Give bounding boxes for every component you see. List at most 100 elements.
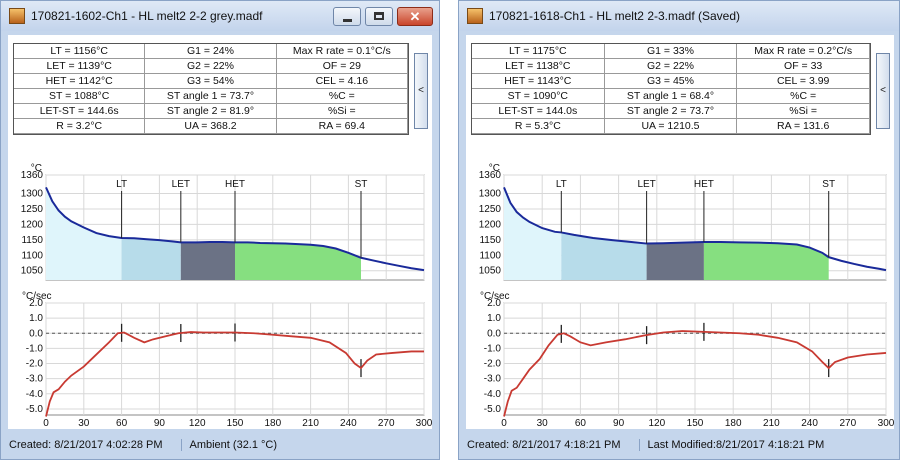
collapse-panel-button[interactable]: <	[876, 53, 890, 129]
status-bar: Created: 8/21/2017 4:18:21 PM Last Modifi…	[467, 439, 842, 451]
param-r: R = 5.3°C	[472, 119, 605, 134]
time-tick-label: 150	[687, 418, 704, 429]
time-tick-label: 30	[537, 418, 549, 429]
param-pct-c: %C =	[737, 89, 870, 104]
temp-tick-label: 1150	[21, 235, 43, 246]
collapse-panel-button[interactable]: <	[414, 53, 428, 129]
param-g1: G1 = 33%	[604, 44, 738, 59]
maximize-icon	[374, 12, 384, 20]
rate-tick-label: 0.0	[29, 328, 43, 339]
title-bar[interactable]: 170821-1618-Ch1 - HL melt2 2-3.madf (Sav…	[459, 1, 899, 31]
temp-tick-label: 1300	[21, 189, 44, 200]
created-timestamp: Created: 8/21/2017 4:18:21 PM	[467, 438, 621, 451]
temp-axis-unit: °C	[31, 163, 42, 174]
param-lt: LT = 1175°C	[472, 44, 605, 59]
status-bar: Created: 8/21/2017 4:02:28 PM Ambient (32…	[9, 439, 295, 451]
title-bar[interactable]: 170821-1602-Ch1 - HL melt2 2-2 grey.madf…	[1, 1, 439, 31]
time-tick-label: 90	[154, 418, 166, 429]
rate-tick-label: -5.0	[484, 404, 502, 415]
param-r: R = 3.2°C	[14, 119, 146, 134]
marker-label-let: LET	[637, 179, 655, 190]
param-lt: LT = 1156°C	[14, 44, 146, 59]
temp-tick-label: 1150	[479, 235, 501, 246]
rate-tick-label: 0.0	[487, 328, 501, 339]
g2-region	[180, 242, 235, 280]
time-tick-label: 180	[264, 418, 281, 429]
rate-axis-unit: °C/sec	[22, 291, 52, 302]
param-ua: UA = 368.2	[145, 119, 277, 134]
cooling-curve-charts: 0 30 60 90 120 150 180 210 240 270 300 1360 1300 1250…	[479, 163, 894, 429]
param-ra: RA = 69.4	[276, 119, 408, 134]
temp-tick-label: 1360	[479, 170, 502, 181]
parameters-table: LT = 1156°C G1 = 24% Max R rate = 0.1°C/…	[13, 43, 409, 135]
param-cel: CEL = 4.16	[276, 74, 408, 89]
analysis-window-2: 170821-1618-Ch1 - HL melt2 2-3.madf (Sav…	[458, 0, 900, 460]
param-st: ST = 1088°C	[14, 89, 146, 104]
rate-tick-label: 1.0	[29, 313, 43, 324]
time-tick-label: 0	[43, 418, 49, 429]
rate-tick-label: 2.0	[29, 298, 43, 309]
temp-tick-label: 1100	[21, 250, 43, 261]
param-let-st: LET-ST = 144.6s	[14, 104, 146, 119]
param-of: OF = 33	[737, 59, 870, 74]
temp-tick-label: 1050	[21, 266, 44, 277]
g3-region	[235, 242, 361, 280]
time-tick-label: 270	[839, 418, 856, 429]
time-tick-label: 300	[416, 418, 432, 429]
cooling-rate-curve	[503, 330, 887, 417]
param-st-angle-2: ST angle 2 = 73.7°	[604, 104, 738, 119]
param-pct-si: %Si =	[276, 104, 408, 119]
param-st-angle-1: ST angle 1 = 73.7°	[145, 89, 277, 104]
client-area: LT = 1156°C G1 = 24% Max R rate = 0.1°C/…	[8, 35, 432, 429]
app-icon	[9, 8, 25, 24]
time-tick-label: 240	[340, 418, 357, 429]
temp-tick-label: 1250	[21, 204, 44, 215]
marker-label-het: HET	[225, 179, 245, 190]
time-tick-label: 30	[78, 418, 90, 429]
liquid-region	[46, 187, 122, 280]
time-tick-label: 60	[116, 418, 128, 429]
time-tick-label: 180	[725, 418, 742, 429]
temp-axis-unit: °C	[489, 163, 500, 174]
cooling-curve-charts: 0 30 60 90 120 150 180 210 240 270 300 1360 1300 1250…	[21, 163, 432, 429]
time-tick-label: 120	[648, 418, 665, 429]
param-let-st: LET-ST = 144.0s	[472, 104, 605, 119]
minimize-button[interactable]	[333, 7, 361, 26]
rate-tick-label: -2.0	[26, 359, 44, 370]
time-tick-label: 270	[378, 418, 395, 429]
temp-tick-label: 1100	[479, 250, 501, 261]
g3-region	[703, 242, 829, 280]
param-max-r-rate: Max R rate = 0.1°C/s	[276, 44, 408, 59]
g1-region	[561, 232, 647, 280]
maximize-button[interactable]	[365, 7, 393, 26]
time-tick-label: 210	[302, 418, 319, 429]
marker-label-het: HET	[694, 179, 714, 190]
marker-label-lt: LT	[116, 179, 127, 190]
app-icon	[467, 8, 483, 24]
close-icon: ✕	[409, 9, 421, 24]
time-tick-label: 120	[189, 418, 206, 429]
rate-tick-label: 2.0	[487, 298, 501, 309]
time-tick-label: 60	[575, 418, 587, 429]
time-tick-label: 90	[613, 418, 625, 429]
param-g3: G3 = 45%	[604, 74, 738, 89]
status-divider	[638, 439, 640, 451]
temp-tick-label: 1300	[479, 189, 502, 200]
time-tick-label: 300	[878, 418, 894, 429]
ambient-temperature: Ambient (32.1 °C)	[189, 438, 278, 451]
time-tick-label: 210	[763, 418, 780, 429]
analysis-window-1: 170821-1602-Ch1 - HL melt2 2-2 grey.madf…	[0, 0, 440, 460]
rate-tick-label: -1.0	[484, 343, 502, 354]
rate-tick-label: -4.0	[26, 389, 44, 400]
param-max-r-rate: Max R rate = 0.2°C/s	[737, 44, 870, 59]
param-ua: UA = 1210.5	[604, 119, 738, 134]
param-of: OF = 29	[276, 59, 408, 74]
param-st-angle-2: ST angle 2 = 81.9°	[145, 104, 277, 119]
time-tick-label: 0	[501, 418, 507, 429]
temp-tick-label: 1200	[479, 219, 502, 230]
param-st: ST = 1090°C	[472, 89, 605, 104]
close-button[interactable]: ✕	[397, 7, 433, 26]
temp-tick-label: 1250	[479, 204, 502, 215]
created-timestamp: Created: 8/21/2017 4:02:28 PM	[9, 438, 163, 451]
marker-label-lt: LT	[556, 179, 567, 190]
